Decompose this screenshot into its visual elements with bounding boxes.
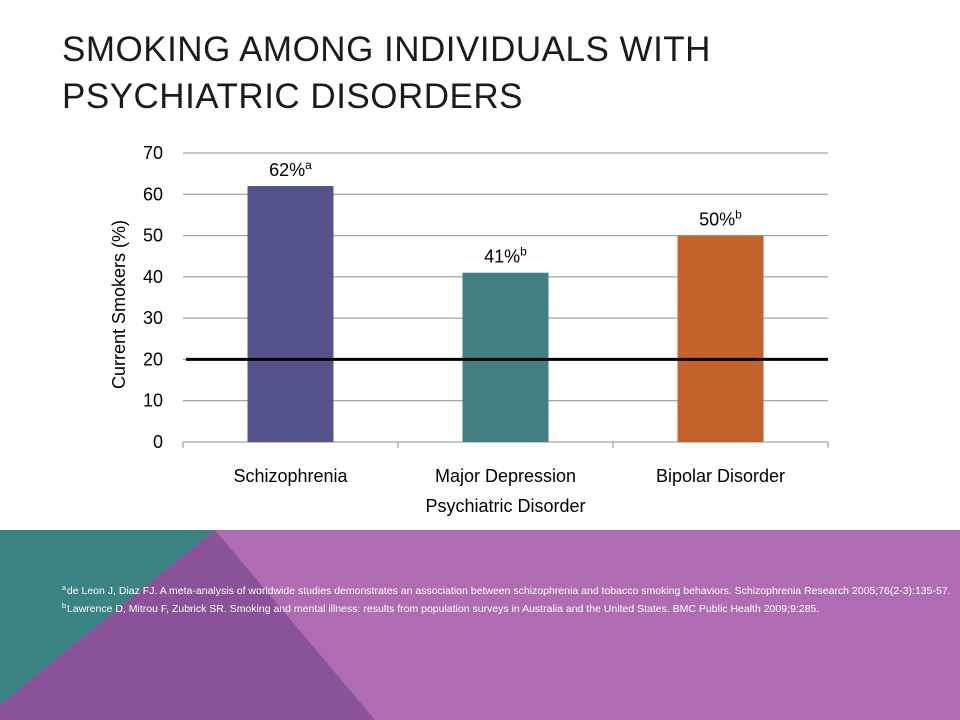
footnote-a-marker: a [62, 585, 66, 592]
x-tick-label: Schizophrenia [233, 466, 348, 486]
footnote-b-text: Lawrence D, Mitrou F, Zubrick SR. Smokin… [66, 603, 820, 615]
data-label: 50%b [699, 208, 742, 230]
y-tick-label: 50 [143, 226, 163, 246]
slide-title: Smoking among individuals with psychiatr… [62, 30, 711, 116]
footnote-a: ade Leon J, Diaz FJ. A meta-analysis of … [62, 581, 952, 599]
y-axis-title: Current Smokers (%) [109, 220, 129, 389]
bar [462, 272, 549, 442]
y-tick-label: 20 [143, 349, 163, 369]
footnotes: ade Leon J, Diaz FJ. A meta-analysis of … [62, 581, 952, 617]
y-tick-label: 30 [143, 308, 163, 328]
data-label: 62%a [269, 158, 312, 180]
footnote-b: bLawrence D, Mitrou F, Zubrick SR. Smoki… [62, 599, 952, 617]
y-tick-label: 60 [143, 184, 163, 204]
x-tick-label: Bipolar Disorder [656, 466, 785, 486]
footnote-b-marker: b [62, 603, 66, 610]
footnote-a-text: de Leon J, Diaz FJ. A meta-analysis of w… [66, 585, 951, 597]
y-tick-label: 10 [143, 391, 163, 411]
y-tick-label: 70 [143, 143, 163, 163]
data-label: 41%b [484, 245, 527, 267]
bar [677, 235, 764, 442]
bar [247, 186, 334, 442]
y-tick-label: 0 [153, 432, 163, 452]
band-dark-purple [0, 530, 375, 720]
x-tick-label: Major Depression [435, 466, 576, 486]
bar-chart: 0 10 20 30 40 50 60 70 62%a Schizophrenia 41%b Majo… [109, 143, 829, 516]
y-tick-label: 40 [143, 267, 163, 287]
x-axis-title: Psychiatric Disorder [425, 496, 585, 516]
